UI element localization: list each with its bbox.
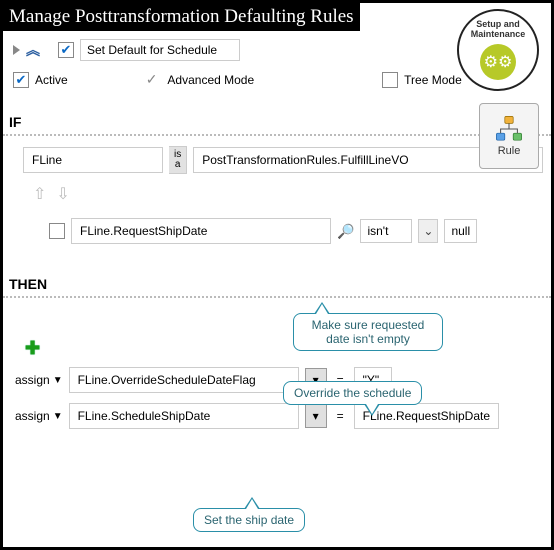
- move-up-icon[interactable]: ⇧: [33, 184, 46, 204]
- rule-name-text: Set Default for Schedule: [87, 43, 217, 57]
- active-label: Active: [35, 73, 68, 87]
- condition-field-text: FLine.RequestShipDate: [80, 224, 207, 238]
- tree-mode-row: ✔ Tree Mode: [382, 72, 462, 88]
- callout-override: Override the schedule: [283, 381, 422, 405]
- value-text: null: [451, 224, 470, 238]
- is-a-label: isa: [169, 146, 187, 174]
- callout-ship-date: Set the ship date: [193, 508, 305, 532]
- tree-mode-checkbox[interactable]: ✔: [382, 72, 398, 88]
- rule-button[interactable]: Rule: [479, 103, 539, 169]
- search-icon[interactable]: 🔍: [337, 223, 354, 240]
- equals-2: =: [333, 409, 348, 423]
- advanced-mode-row: ✓ Advanced Mode: [146, 71, 254, 88]
- variable-text: FLine: [32, 153, 62, 167]
- type-text: PostTransformationRules.FulfillLineVO: [202, 153, 408, 167]
- assign-row-2: assign ▼ FLine.ScheduleShipDate ▾ = FLin…: [15, 403, 545, 429]
- callout-text-1: Make sure requested date isn't empty: [304, 318, 432, 346]
- rule-tree-icon: [495, 115, 523, 143]
- setup-maintenance-badge[interactable]: Setup and Maintenance ⚙⚙: [457, 9, 539, 91]
- operator-dropdown-icon[interactable]: ⌄: [418, 219, 438, 243]
- chevron-down-icon: ▼: [53, 411, 63, 422]
- condition-field[interactable]: FLine.RequestShipDate: [71, 218, 331, 244]
- assign-target-2[interactable]: FLine.ScheduleShipDate: [69, 403, 299, 429]
- assign-type-2[interactable]: assign ▼: [15, 409, 63, 423]
- condition-checkbox[interactable]: ✔: [49, 223, 65, 239]
- tree-mode-label: Tree Mode: [404, 73, 462, 87]
- then-divider: [3, 296, 551, 298]
- active-checkbox[interactable]: ✔: [13, 72, 29, 88]
- chevron-down-icon: ▼: [53, 375, 63, 386]
- assign-target-1[interactable]: FLine.OverrideScheduleDateFlag: [69, 367, 299, 393]
- active-row: ✔ Active: [13, 72, 68, 88]
- if-divider: [3, 134, 551, 136]
- gear-icon: ⚙⚙: [484, 52, 513, 72]
- rule-button-label: Rule: [498, 145, 521, 157]
- double-chevron-up-icon[interactable]: ︽: [26, 40, 40, 60]
- rule-name-field[interactable]: Set Default for Schedule: [80, 39, 240, 61]
- checkmark-icon: ✓: [146, 71, 158, 88]
- page-title: Manage Posttransformation Defaulting Rul…: [3, 3, 360, 31]
- add-action-icon[interactable]: ✚: [25, 338, 545, 359]
- advanced-mode-label: Advanced Mode: [167, 73, 254, 87]
- callout-text-2: Override the schedule: [294, 386, 411, 400]
- assign-type-1[interactable]: assign ▼: [15, 373, 63, 387]
- then-section-label: THEN: [9, 276, 551, 292]
- collapse-triangle-icon[interactable]: [13, 45, 20, 55]
- callout-requested-date: Make sure requested date isn't empty: [293, 313, 443, 351]
- schedule-checkbox[interactable]: ✔: [58, 42, 74, 58]
- target-dropdown-2[interactable]: ▾: [305, 404, 327, 428]
- value-field[interactable]: null: [444, 219, 477, 243]
- operator-field[interactable]: isn't: [360, 219, 412, 243]
- variable-field[interactable]: FLine: [23, 147, 163, 173]
- setup-line2: Maintenance: [471, 29, 526, 39]
- move-down-icon[interactable]: ⇩: [56, 184, 69, 204]
- setup-line1: Setup and: [476, 19, 520, 29]
- assign-row-1: assign ▼ FLine.OverrideScheduleDateFlag …: [15, 367, 545, 393]
- callout-text-3: Set the ship date: [204, 513, 294, 527]
- if-section-label: IF: [9, 114, 551, 130]
- operator-text: isn't: [367, 224, 388, 238]
